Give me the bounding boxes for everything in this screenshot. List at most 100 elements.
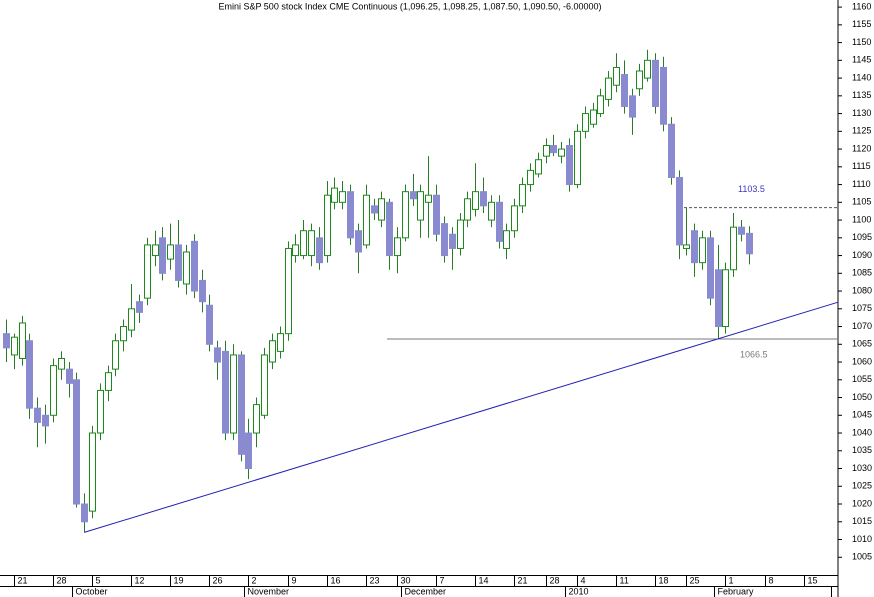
candle-body <box>378 198 385 221</box>
candle-body <box>746 232 753 255</box>
candle-body <box>386 201 393 257</box>
y-tick-label: 1060 <box>852 356 872 366</box>
candle-body <box>89 432 96 512</box>
x-tick-label: 7 <box>440 575 445 585</box>
candle-body <box>417 191 424 221</box>
candle-body <box>253 404 260 434</box>
candle-body <box>34 407 41 423</box>
candle-body <box>457 219 464 249</box>
candle-body <box>480 191 487 207</box>
candle-body <box>613 66 620 86</box>
candle-body <box>629 95 636 118</box>
candle-body <box>73 379 80 505</box>
candle-body <box>105 372 112 391</box>
candle-body <box>308 230 315 257</box>
y-tick-label: 1135 <box>852 90 871 100</box>
candle-body <box>175 244 182 281</box>
y-tick-label: 1160 <box>852 1 871 11</box>
x-tick-label: 2 <box>252 575 257 585</box>
candle-body <box>371 205 378 214</box>
candle-body <box>425 194 432 203</box>
candle-body <box>676 176 683 246</box>
candle-body <box>238 354 245 455</box>
y-tick-label: 1030 <box>852 463 872 473</box>
candle-body <box>699 237 706 264</box>
y-tick-label: 1065 <box>852 339 872 349</box>
candle-body <box>159 237 166 274</box>
candle-body <box>496 201 503 242</box>
candle-body <box>668 123 675 178</box>
y-tick-label: 1130 <box>852 108 871 118</box>
candle-body <box>97 389 104 434</box>
x-tick-label: 8 <box>769 575 774 585</box>
candle-body <box>519 184 526 207</box>
y-tick-label: 1145 <box>852 55 871 65</box>
candle-body <box>245 432 252 470</box>
candle-body <box>339 191 346 203</box>
candle-body <box>144 244 151 299</box>
candle-body <box>574 130 581 186</box>
candle-body <box>707 237 714 299</box>
candle-body <box>199 279 206 303</box>
candle-body <box>558 148 565 157</box>
candle-body <box>206 304 213 345</box>
candle-body <box>550 145 557 154</box>
candle-body <box>527 169 534 186</box>
candle-body <box>652 59 659 107</box>
y-tick-label: 1115 <box>852 161 871 171</box>
candle-body <box>660 66 667 125</box>
y-tick-label: 1105 <box>852 197 871 207</box>
candle-body <box>300 230 307 257</box>
candle-body <box>285 247 292 335</box>
candle-body <box>464 198 471 221</box>
candle-body <box>230 354 237 434</box>
y-tick-label: 1080 <box>852 285 872 295</box>
y-tick-label: 1095 <box>852 232 872 242</box>
x-tick-label: 15 <box>808 575 818 585</box>
candle-body <box>152 244 159 257</box>
resistance-label: 1103.5 <box>738 184 765 194</box>
candle-body <box>636 70 643 90</box>
y-tick-label: 1035 <box>852 445 872 455</box>
candle-body <box>730 226 737 271</box>
x-tick-label: 21 <box>518 575 528 585</box>
candle-body <box>167 244 174 260</box>
candle-body <box>26 340 33 409</box>
y-tick-label: 1075 <box>852 303 872 313</box>
candle-body <box>112 340 119 370</box>
candle-body <box>605 77 612 100</box>
y-tick-label: 1155 <box>852 19 871 29</box>
candle-body <box>58 357 65 370</box>
candle-body <box>3 333 10 349</box>
y-tick-label: 1010 <box>852 534 872 544</box>
y-tick-label: 1125 <box>852 126 871 136</box>
candle-body <box>347 191 354 239</box>
x-tick-label: 28 <box>550 575 560 585</box>
candle-body <box>277 333 284 352</box>
candle-body <box>11 336 18 356</box>
candle-body <box>472 191 479 210</box>
candle-body <box>449 233 456 249</box>
candle-body <box>691 230 698 264</box>
candle-body <box>316 237 323 264</box>
y-tick-label: 1005 <box>852 552 872 562</box>
candle-body <box>191 240 198 292</box>
candle-body <box>42 414 49 427</box>
candle-body <box>128 308 135 331</box>
month-label: 2010 <box>569 586 589 596</box>
x-tick-label: 16 <box>331 575 341 585</box>
y-tick-label: 1070 <box>852 321 872 331</box>
x-tick-label: 19 <box>174 575 184 585</box>
candle-body <box>441 223 448 257</box>
candle-body <box>269 340 276 363</box>
candle-body <box>543 145 550 157</box>
candle-body <box>503 230 510 249</box>
candle-body <box>50 365 57 416</box>
candle-body <box>410 191 417 200</box>
candle-body <box>738 226 745 235</box>
candle-body <box>261 354 268 416</box>
x-tick-label: 25 <box>690 575 700 585</box>
candle-body <box>644 59 651 79</box>
candle-body <box>324 194 331 257</box>
